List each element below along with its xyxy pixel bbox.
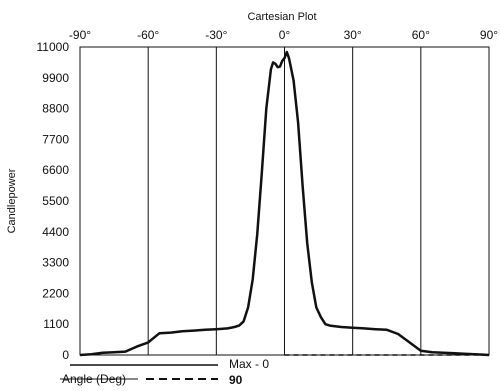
y-tick-label: 9900 xyxy=(42,71,69,85)
x-tick-label: 90° xyxy=(480,28,498,42)
x-tick-label: 30° xyxy=(344,28,362,42)
y-tick-labels: 0 1100 2200 3300 4400 5500 6600 7700 8800 9900 110… xyxy=(37,40,70,362)
y-tick-label: 0 xyxy=(62,348,69,362)
y-tick-label: 7700 xyxy=(42,132,69,146)
x-tick-label: 60° xyxy=(412,28,430,42)
grid-lines xyxy=(147,47,422,355)
y-tick-label: 1100 xyxy=(43,317,69,331)
y-axis-label: Candlepower xyxy=(6,168,18,233)
legend: Max - 0 Angle (Deg) 90 xyxy=(60,357,269,387)
legend-90-label: 90 xyxy=(229,373,243,387)
y-tick-label: 3300 xyxy=(42,256,69,270)
y-tick-label: 5500 xyxy=(42,194,69,208)
y-tick-label: 8800 xyxy=(42,102,69,116)
chart-title: Cartesian Plot xyxy=(247,11,316,23)
legend-max-label: Max - 0 xyxy=(229,357,269,371)
x-tick-label: -90° xyxy=(69,28,91,42)
series-line xyxy=(79,50,490,357)
x-tick-label: 0° xyxy=(279,28,291,42)
x-tick-labels: -90° -60° -30° 0° 30° 60° 90° xyxy=(69,28,498,42)
x-tick-label: -30° xyxy=(205,28,227,42)
y-tick-label: 2200 xyxy=(42,286,69,300)
y-tick-label: 11000 xyxy=(37,40,70,54)
series-lines xyxy=(79,50,490,357)
y-tick-label: 6600 xyxy=(42,163,69,177)
x-tick-label: -60° xyxy=(137,28,159,42)
y-tick-label: 4400 xyxy=(42,225,69,239)
